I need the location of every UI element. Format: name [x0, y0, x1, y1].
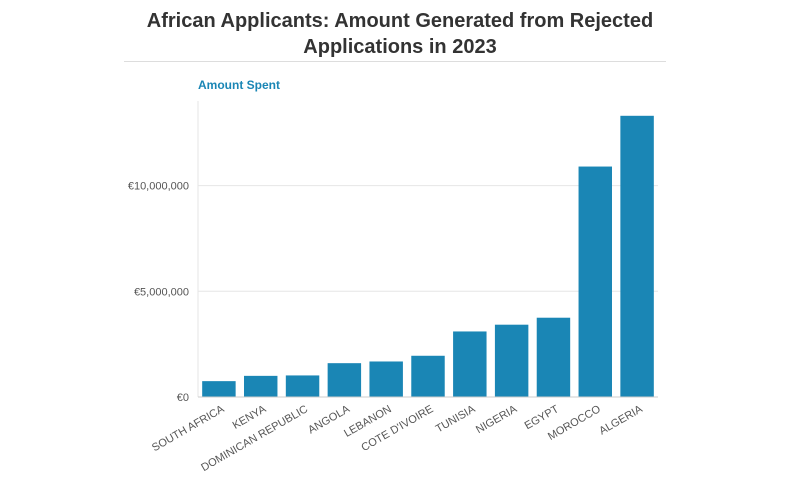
chart-title: African Applicants: Amount Generated fro…	[0, 8, 800, 60]
bar-dominican-republic	[285, 375, 320, 397]
y-tick-label: €5,000,000	[134, 286, 189, 298]
bars	[198, 115, 658, 398]
bar-kenya	[244, 375, 278, 397]
x-tick-label: TUNISIA	[434, 403, 478, 435]
title-divider	[124, 61, 666, 62]
chart-title-line-1: African Applicants: Amount Generated fro…	[146, 10, 654, 32]
bar-south-africa	[202, 381, 236, 397]
bar-lebanon	[369, 361, 403, 397]
y-axis-title: Amount Spent	[198, 78, 280, 92]
y-tick-label: €0	[177, 392, 189, 404]
chart-title-line-2: Applications in 2023	[303, 36, 497, 58]
x-tick-label: NIGERIA	[474, 403, 520, 436]
bar-angola	[327, 363, 362, 397]
bar-egypt	[536, 317, 571, 397]
y-axis-ticks: €0 €5,000,000 €10,000,000	[128, 181, 189, 404]
bar-algeria	[620, 115, 654, 398]
bar-cote-d-ivoire	[411, 355, 445, 397]
x-tick-label: SOUTH AFRICA	[150, 403, 227, 454]
bar-morocco	[578, 166, 612, 397]
bar-tunisia	[453, 331, 487, 397]
y-tick-label: €10,000,000	[128, 181, 189, 193]
x-tick-label: COTE D'IVOIRE	[359, 403, 435, 454]
bar-nigeria	[494, 324, 529, 397]
x-tick-label: ALGERIA	[597, 403, 645, 438]
